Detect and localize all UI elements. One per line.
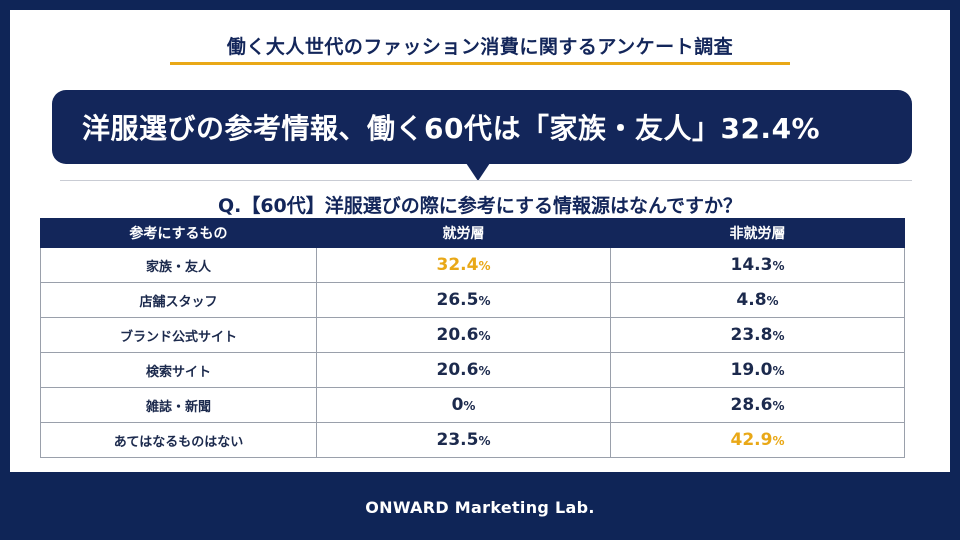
cell-value: 42.9 xyxy=(730,430,773,450)
cell-unit: % xyxy=(478,434,491,448)
row-label: 店舗スタッフ xyxy=(40,282,317,318)
headline-text: 洋服選びの参考情報、働く60代は「家族・友人」32.4% xyxy=(82,112,821,145)
row-label: あてはなるものはない xyxy=(40,422,317,458)
cell-unemployed: 14.3% xyxy=(610,247,905,283)
table-row: 雑誌・新聞 0% 28.6% xyxy=(40,387,905,423)
cell-unit: % xyxy=(772,399,785,413)
cell-unit: % xyxy=(772,329,785,343)
table-row: ブランド公式サイト 20.6% 23.8% xyxy=(40,317,905,353)
cell-value: 20.6 xyxy=(436,325,479,345)
cell-value: 19.0 xyxy=(730,360,773,380)
cell-employed: 32.4% xyxy=(316,247,611,283)
row-label: 検索サイト xyxy=(40,352,317,388)
table-row: 検索サイト 20.6% 19.0% xyxy=(40,352,905,388)
cell-employed: 23.5% xyxy=(316,422,611,458)
cell-value: 32.4 xyxy=(436,255,479,275)
cell-unit: % xyxy=(772,364,785,378)
column-header-source: 参考にするもの xyxy=(40,218,317,248)
cell-unemployed: 28.6% xyxy=(610,387,905,423)
cell-unit: % xyxy=(478,259,491,273)
row-label: 雑誌・新聞 xyxy=(40,387,317,423)
column-header-unemployed: 非就労層 xyxy=(610,218,905,248)
cell-employed: 26.5% xyxy=(316,282,611,318)
cell-employed: 20.6% xyxy=(316,317,611,353)
cell-unit: % xyxy=(772,434,785,448)
cell-unemployed: 23.8% xyxy=(610,317,905,353)
cell-employed: 0% xyxy=(316,387,611,423)
cell-value: 0 xyxy=(451,395,464,415)
cell-unit: % xyxy=(478,364,491,378)
cell-unit: % xyxy=(772,259,785,273)
cell-value: 23.8 xyxy=(730,325,773,345)
cell-unemployed: 42.9% xyxy=(610,422,905,458)
table-row: 家族・友人 32.4% 14.3% xyxy=(40,247,905,283)
cell-unit: % xyxy=(478,329,491,343)
cell-employed: 20.6% xyxy=(316,352,611,388)
table-body: 家族・友人 32.4% 14.3% 店舗スタッフ 26.5% 4.8% ブランド公式サイト 2… xyxy=(40,247,905,458)
cell-value: 14.3 xyxy=(730,255,773,275)
cell-value: 28.6 xyxy=(730,395,773,415)
row-label: ブランド公式サイト xyxy=(40,317,317,353)
table-header-row: 参考にするもの 就労層 非就労層 xyxy=(40,218,905,248)
cell-unemployed: 4.8% xyxy=(610,282,905,318)
question-text: Q.【60代】洋服選びの際に参考にする情報源はなんですか？ xyxy=(217,195,743,217)
row-label: 家族・友人 xyxy=(40,247,317,283)
cell-value: 20.6 xyxy=(436,360,479,380)
cell-unit: % xyxy=(478,294,491,308)
results-table: 参考にするもの 就労層 非就労層 家族・友人 32.4% 14.3% 店舗スタッフ 26… xyxy=(40,218,905,458)
headline-bubble: 洋服選びの参考情報、働く60代は「家族・友人」32.4% xyxy=(52,90,912,164)
cell-unit: % xyxy=(463,399,476,413)
cell-value: 26.5 xyxy=(436,290,479,310)
footer-brand: ONWARD Marketing Lab. xyxy=(365,498,595,517)
table-row: 店舗スタッフ 26.5% 4.8% xyxy=(40,282,905,318)
bubble-tail xyxy=(466,163,490,181)
table-row: あてはなるものはない 23.5% 42.9% xyxy=(40,422,905,458)
cell-value: 23.5 xyxy=(436,430,479,450)
column-header-employed: 就労層 xyxy=(316,218,611,248)
divider xyxy=(60,180,912,181)
title-underline xyxy=(170,62,790,65)
cell-unit: % xyxy=(766,294,779,308)
cell-value: 4.8 xyxy=(736,290,767,310)
cell-unemployed: 19.0% xyxy=(610,352,905,388)
survey-title: 働く大人世代のファッション消費に関するアンケート調査 xyxy=(226,36,734,58)
